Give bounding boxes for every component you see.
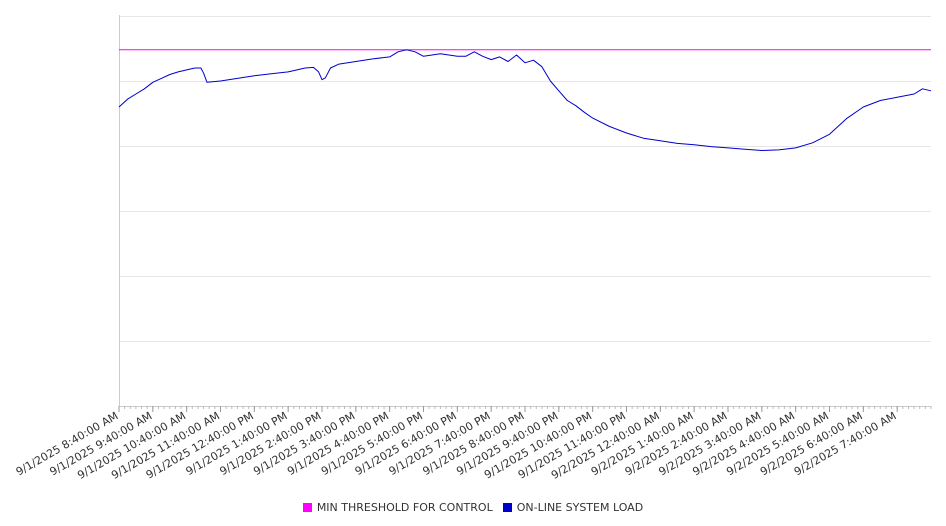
legend-label-min-threshold: MIN THRESHOLD FOR CONTROL [316,500,493,514]
gridlines [119,16,931,407]
legend-label-system-load: ON-LINE SYSTEM LOAD [516,500,644,514]
legend-item-system-load: ON-LINE SYSTEM LOAD [502,500,644,514]
legend-swatch-system-load [502,502,512,512]
legend: MIN THRESHOLD FOR CONTROL ON-LINE SYSTEM… [0,499,946,515]
legend-item-min-threshold: MIN THRESHOLD FOR CONTROL [302,500,493,514]
series-line-system-load [118,49,932,151]
series-layer [118,49,932,151]
legend-swatch-min-threshold [302,502,312,512]
x-axis-tick-labels: 9/1/2025 8:40:00 AM9/1/2025 9:40:00 AM9/… [14,406,899,482]
